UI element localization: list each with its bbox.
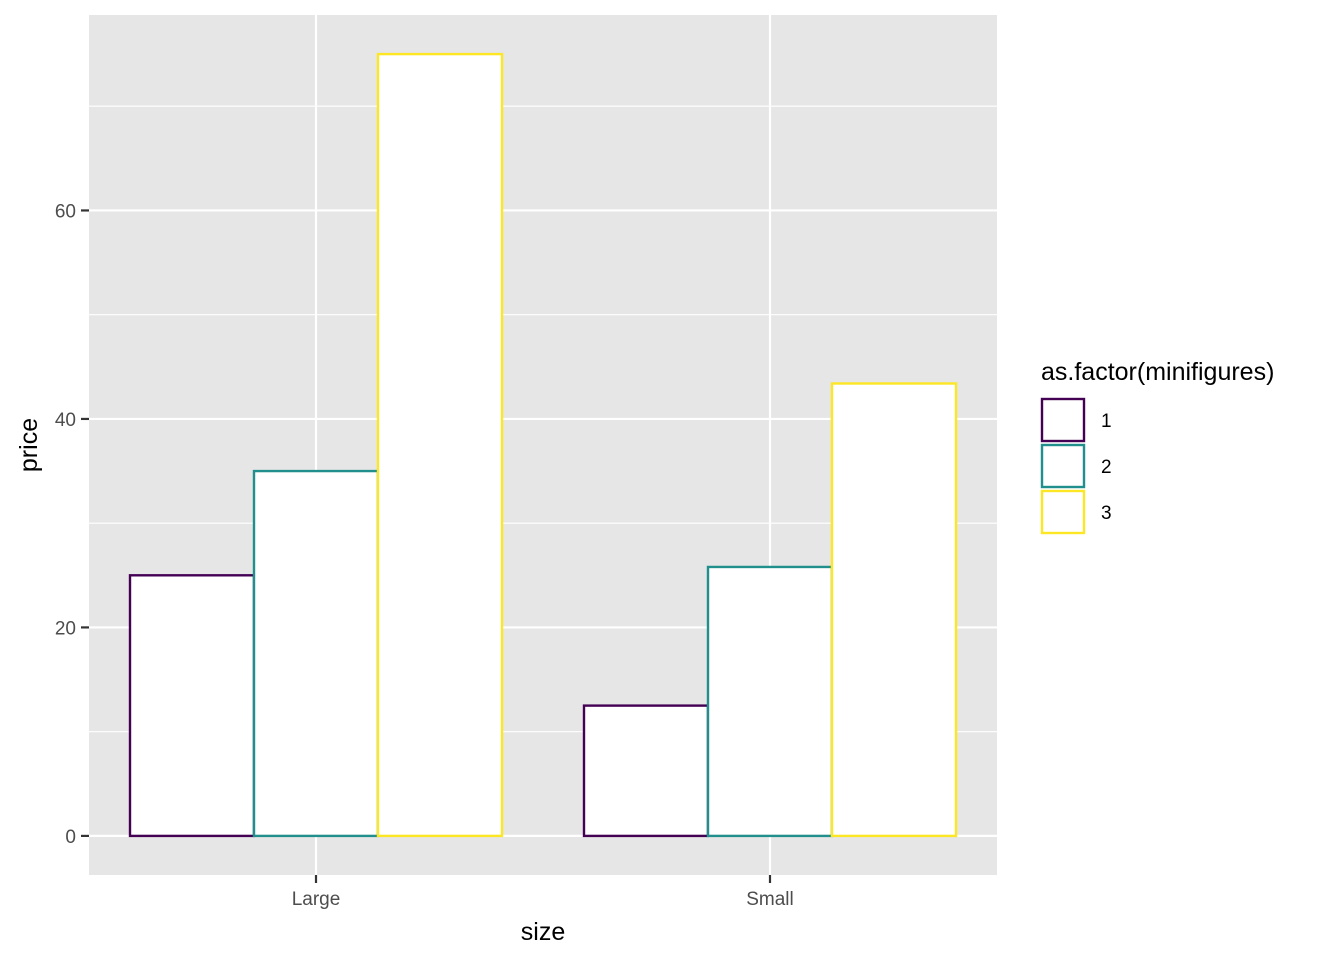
legend-label: 1 — [1101, 411, 1112, 432]
x-tick-label: Small — [746, 889, 794, 910]
legend-title: as.factor(minifigures) — [1041, 358, 1274, 386]
bars — [128, 52, 958, 838]
legend-key-2 — [1040, 443, 1086, 489]
bar-small-series-2 — [706, 565, 834, 838]
bar-large-series-2 — [252, 469, 380, 838]
y-tick-label: 40 — [55, 410, 76, 431]
y-tick-label: 20 — [55, 618, 76, 639]
bar-small-series-3 — [830, 382, 958, 838]
legend-key-3 — [1040, 489, 1086, 535]
y-axis-title: price — [15, 418, 43, 472]
x-axis-title: size — [521, 918, 565, 946]
legend-key-1 — [1040, 397, 1086, 443]
axes: 0 20 40 60 Large Small — [55, 201, 794, 910]
legend-label: 2 — [1101, 457, 1112, 478]
y-tick-label: 60 — [55, 201, 76, 222]
bar-large-series-3 — [376, 52, 504, 838]
y-tick-label: 0 — [65, 827, 76, 848]
legend: as.factor(minifigures) 1 2 3 — [1040, 358, 1274, 535]
bar-small-series-1 — [582, 704, 710, 838]
bar-large-series-1 — [128, 574, 256, 838]
x-tick-label: Large — [292, 889, 341, 910]
legend-items: 1 2 3 — [1040, 397, 1112, 535]
legend-label: 3 — [1101, 503, 1112, 524]
